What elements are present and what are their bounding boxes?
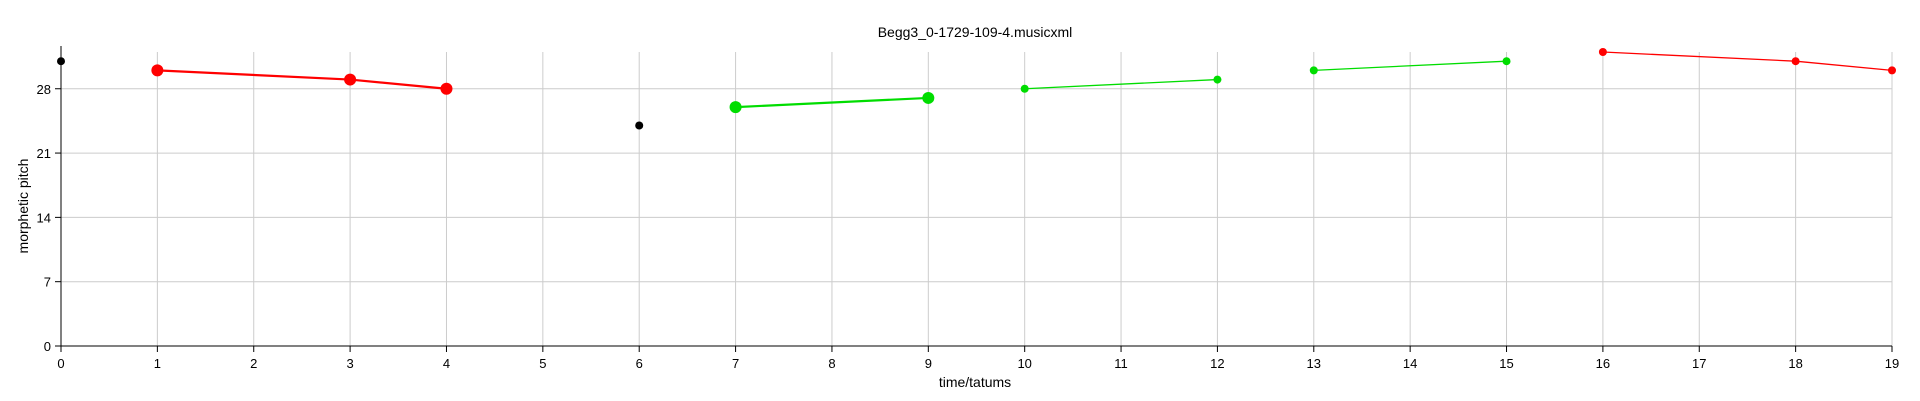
x-tick-label: 5 bbox=[539, 356, 546, 371]
data-point bbox=[1598, 48, 1607, 56]
data-point bbox=[729, 101, 742, 114]
x-tick-label: 6 bbox=[636, 356, 643, 371]
series-line bbox=[735, 96, 929, 109]
y-tick-label: 7 bbox=[44, 275, 51, 290]
data-point bbox=[1213, 75, 1222, 84]
x-tick-label: 0 bbox=[57, 356, 64, 371]
x-tick-label: 1 bbox=[154, 356, 161, 371]
x-tick-label: 7 bbox=[732, 356, 739, 371]
y-tick-label: 21 bbox=[37, 146, 51, 161]
x-tick-label: 15 bbox=[1499, 356, 1513, 371]
x-tick-label: 19 bbox=[1885, 356, 1899, 371]
x-tick-label: 13 bbox=[1307, 356, 1321, 371]
x-tick-label: 10 bbox=[1017, 356, 1031, 371]
data-point bbox=[1502, 57, 1511, 66]
data-point bbox=[151, 64, 164, 77]
data-point bbox=[1791, 57, 1800, 66]
x-axis-label: time/tatums bbox=[939, 374, 1011, 390]
y-axis-label: morphetic pitch bbox=[15, 159, 31, 254]
data-marks bbox=[57, 48, 1896, 130]
data-point bbox=[635, 121, 644, 130]
y-tick-label: 14 bbox=[37, 210, 51, 225]
series-line bbox=[1024, 78, 1218, 90]
x-tick-label: 2 bbox=[250, 356, 257, 371]
x-tick-label: 12 bbox=[1210, 356, 1224, 371]
data-point bbox=[1309, 66, 1318, 75]
x-tick-label: 3 bbox=[346, 356, 353, 371]
chart-title: Begg3_0-1729-109-4.musicxml bbox=[878, 24, 1073, 40]
series-line bbox=[1313, 60, 1507, 72]
data-point bbox=[922, 91, 935, 104]
x-tick-label: 18 bbox=[1788, 356, 1802, 371]
data-point bbox=[344, 73, 357, 86]
series-line bbox=[1602, 51, 1893, 72]
x-tick-label: 17 bbox=[1692, 356, 1706, 371]
x-tick-label: 11 bbox=[1114, 356, 1128, 371]
x-tick-label: 9 bbox=[925, 356, 932, 371]
y-tick-label: 28 bbox=[37, 82, 51, 97]
series-line bbox=[157, 69, 447, 90]
grid bbox=[61, 52, 1893, 346]
y-tick-label: 0 bbox=[44, 339, 51, 354]
data-point bbox=[440, 82, 453, 95]
x-tick-label: 4 bbox=[443, 356, 450, 371]
data-point bbox=[1020, 84, 1029, 93]
x-tick-label: 16 bbox=[1596, 356, 1610, 371]
x-tick-label: 8 bbox=[828, 356, 835, 371]
x-tick-label: 14 bbox=[1403, 356, 1417, 371]
data-point bbox=[1888, 66, 1896, 75]
data-point bbox=[57, 57, 65, 66]
